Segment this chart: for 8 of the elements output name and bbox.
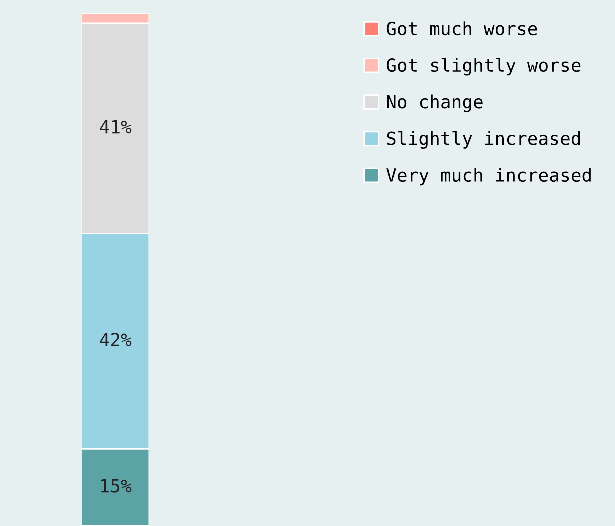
data-label: 41% (100, 120, 132, 134)
legend-label: Slightly increased (387, 131, 580, 150)
data-label: 42% (100, 333, 132, 346)
legend-label: Got much worse (386, 22, 538, 36)
legend-label: Very much increased (386, 168, 591, 186)
legend-label: No change (387, 94, 483, 112)
data-label: 15% (101, 479, 132, 493)
legend-label: Got slightly worse (386, 58, 581, 76)
